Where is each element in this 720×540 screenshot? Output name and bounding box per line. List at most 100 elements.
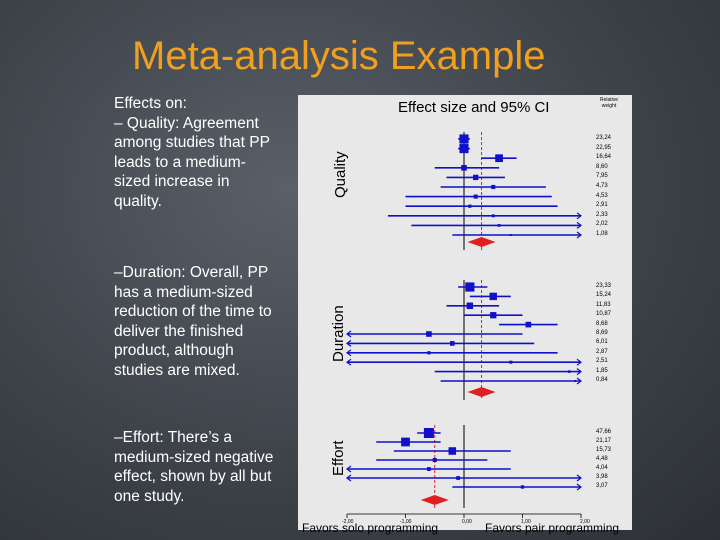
duration-axis-label: Duration <box>330 305 347 362</box>
x-tick-label: 0,00 <box>462 519 472 525</box>
ci-arrow-left <box>346 349 352 357</box>
ci-arrow-left <box>346 330 352 338</box>
weight-label: 15,24 <box>596 292 612 299</box>
bullet-line: deliver the finished <box>114 322 244 340</box>
effect-point <box>449 341 455 346</box>
bullet-line: has a medium-sized <box>114 283 253 301</box>
effect-point <box>456 476 461 480</box>
effect-point <box>574 380 577 382</box>
weight-label: 3,98 <box>596 474 608 480</box>
weight-label: 4,48 <box>596 456 608 462</box>
effect-point <box>401 437 410 447</box>
weight-label: 22,95 <box>596 144 612 151</box>
effect-point <box>466 302 474 310</box>
bullet-line: effect, shown by all but <box>114 468 272 485</box>
weight-label: 47,66 <box>596 429 612 435</box>
effect-point <box>432 457 437 463</box>
ci-arrow-right <box>576 368 582 376</box>
weight-label: 6,01 <box>596 339 608 346</box>
effect-point <box>448 447 457 455</box>
bullet-line: Effects on: <box>114 95 187 112</box>
bullet-line: – Quality: Agreement <box>114 114 259 132</box>
effect-point <box>426 331 432 337</box>
relative-weight-label: Relative weight <box>599 97 619 109</box>
ci-arrow-left <box>346 358 352 366</box>
effect-point <box>459 144 469 154</box>
weight-label: 23,33 <box>596 283 612 289</box>
ci-arrow-right <box>576 483 582 491</box>
ci-arrow-right <box>576 212 582 220</box>
effect-point <box>465 282 475 292</box>
x-tick-label: 2,00 <box>580 519 590 525</box>
pooled-diamond <box>467 237 496 247</box>
effect-point <box>490 312 497 319</box>
effect-point <box>509 234 512 236</box>
ci-arrow-right <box>576 377 582 385</box>
weight-label: 7,95 <box>596 173 608 180</box>
bullet-line: one study. <box>114 487 185 505</box>
effect-point <box>468 204 472 208</box>
bullet-line: among studies that PP <box>114 134 270 151</box>
x-tick-label: -2,00 <box>342 519 354 525</box>
effect-point <box>473 174 479 181</box>
effect-point <box>491 214 495 218</box>
effect-point <box>497 224 501 227</box>
weight-label: 0,84 <box>596 377 608 383</box>
effect-point <box>495 154 503 163</box>
weight-label: 8,69 <box>596 330 608 336</box>
bullet-line: –Duration: Overall, PP <box>114 264 269 281</box>
ci-arrow-right <box>576 474 582 482</box>
effect-point <box>525 321 532 328</box>
duration-bullet: –Duration: Overall, PP has a medium-size… <box>114 263 284 380</box>
ci-arrow-right <box>576 358 582 366</box>
x-tick-label: 1,00 <box>521 519 531 525</box>
ci-arrow-left <box>346 474 352 482</box>
effect-point <box>520 485 525 489</box>
weight-label: 11,83 <box>596 301 611 308</box>
bullet-line: leads to a medium- <box>114 153 246 171</box>
weight-label: 2,87 <box>596 348 608 355</box>
ci-arrow-left <box>346 465 352 473</box>
weight-label: 16,64 <box>596 154 612 161</box>
chart-title: Effect size and 95% CI <box>398 99 550 116</box>
weight-label: 2,33 <box>596 211 608 218</box>
effect-point <box>568 370 571 373</box>
favors-pair-label: Favors pair programming <box>485 521 620 535</box>
effect-point <box>426 467 431 471</box>
bullet-line: quality. <box>114 192 162 210</box>
weight-label: 4,53 <box>596 192 608 199</box>
favors-solo-label: Favors solo programming <box>302 521 439 535</box>
weight-label: 8,60 <box>596 163 608 170</box>
weight-label: 10,87 <box>596 311 612 318</box>
effort-axis-label: Effort <box>330 440 347 476</box>
weight-label: 3,07 <box>596 483 608 489</box>
effect-point <box>489 292 497 301</box>
effect-point <box>509 360 513 364</box>
ci-arrow-right <box>576 231 582 239</box>
effort-bullet: –Effort: There’s a medium-sized negative… <box>114 428 284 506</box>
bullet-line: medium-sized negative <box>114 448 274 466</box>
weight-label: 21,17 <box>596 438 612 444</box>
bullet-line: sized increase in <box>114 173 230 190</box>
pooled-diamond <box>467 387 496 397</box>
bullet-line: reduction of the time to <box>114 303 272 320</box>
weight-label: 4,73 <box>596 183 608 189</box>
ci-arrow-right <box>576 221 582 229</box>
effect-point <box>427 351 431 355</box>
x-tick-label: -1,00 <box>400 519 412 525</box>
effect-point <box>461 165 467 171</box>
bullet-line: –Effort: There’s a <box>114 429 233 446</box>
weight-label: 23,24 <box>596 135 612 141</box>
bullet-line: studies are mixed. <box>114 361 240 379</box>
bullet-line: product, although <box>114 342 234 359</box>
weight-label: 2,51 <box>596 358 608 365</box>
effect-point <box>423 428 434 438</box>
weight-label: 4,04 <box>596 465 608 471</box>
weight-label: 15,73 <box>596 447 612 453</box>
ci-arrow-left <box>346 339 352 347</box>
slide-title: Meta-analysis Example <box>132 34 546 78</box>
pooled-diamond <box>420 495 449 505</box>
quality-bullet: Effects on: – Quality: Agreement among s… <box>114 94 284 211</box>
effect-point <box>491 184 496 190</box>
